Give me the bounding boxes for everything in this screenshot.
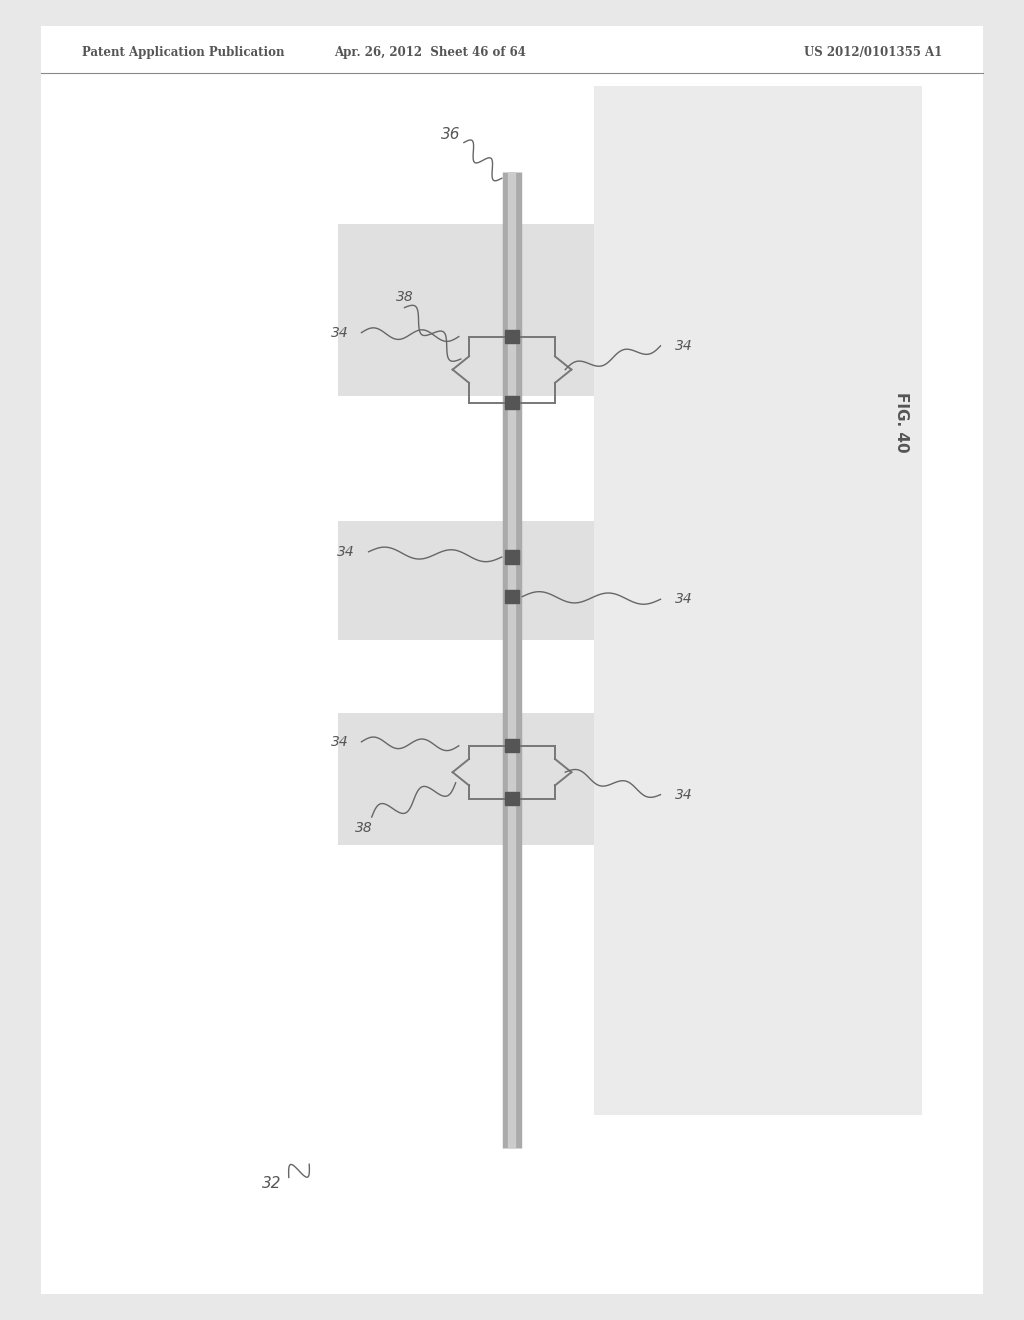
Text: 34: 34 <box>331 735 349 748</box>
Text: 34: 34 <box>675 339 693 352</box>
Bar <box>506 330 518 343</box>
Bar <box>506 396 518 409</box>
Bar <box>506 590 518 603</box>
Bar <box>506 739 518 752</box>
Text: 34: 34 <box>675 593 693 606</box>
Text: 34: 34 <box>675 788 693 801</box>
Text: 34: 34 <box>337 545 355 558</box>
FancyBboxPatch shape <box>338 713 727 845</box>
FancyBboxPatch shape <box>338 224 727 396</box>
FancyBboxPatch shape <box>338 521 727 640</box>
Text: 32: 32 <box>261 1176 282 1191</box>
Text: 34: 34 <box>331 326 349 339</box>
Text: 38: 38 <box>395 290 414 304</box>
Bar <box>506 792 518 805</box>
Bar <box>506 550 518 564</box>
FancyBboxPatch shape <box>41 26 983 1294</box>
Text: FIG. 40: FIG. 40 <box>894 392 908 453</box>
Text: 38: 38 <box>354 821 373 834</box>
Text: 36: 36 <box>441 127 461 143</box>
Text: Patent Application Publication: Patent Application Publication <box>82 46 285 59</box>
Text: Apr. 26, 2012  Sheet 46 of 64: Apr. 26, 2012 Sheet 46 of 64 <box>334 46 526 59</box>
Text: US 2012/0101355 A1: US 2012/0101355 A1 <box>804 46 942 59</box>
FancyBboxPatch shape <box>594 86 922 1115</box>
